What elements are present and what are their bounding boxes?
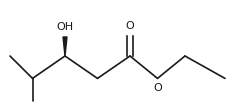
Text: O: O [126, 21, 134, 31]
Text: O: O [153, 83, 162, 93]
Polygon shape [63, 37, 67, 56]
Text: OH: OH [56, 23, 74, 32]
